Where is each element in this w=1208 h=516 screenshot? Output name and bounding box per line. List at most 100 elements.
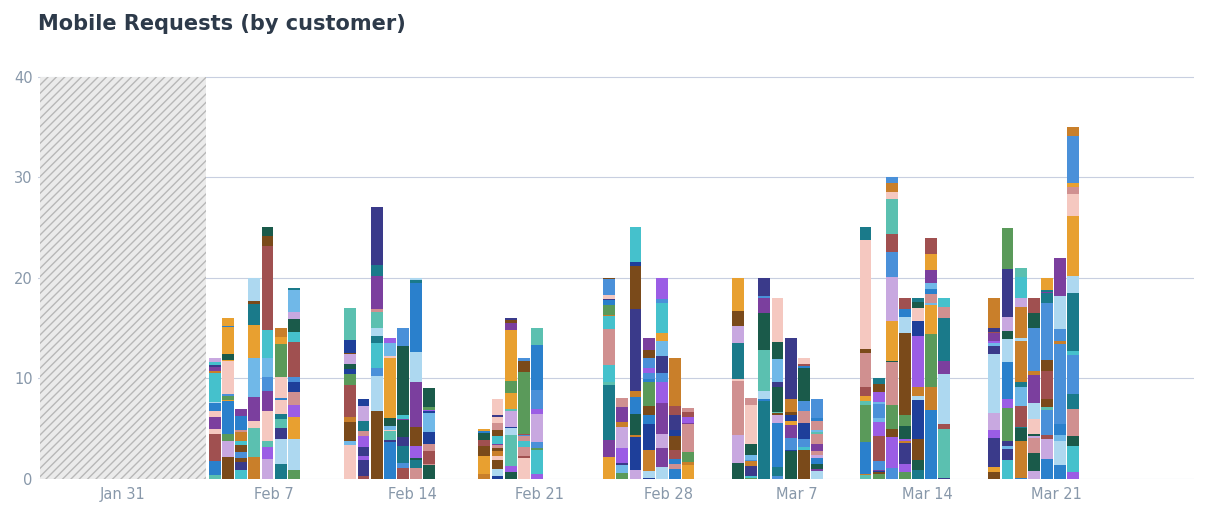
Bar: [236, 462, 248, 470]
Bar: [860, 349, 871, 353]
Bar: [518, 358, 530, 361]
Bar: [797, 401, 809, 411]
Bar: [772, 423, 783, 467]
Bar: [478, 444, 490, 446]
Bar: [860, 304, 871, 349]
Bar: [478, 431, 490, 433]
Bar: [478, 446, 490, 457]
Bar: [344, 445, 356, 479]
Bar: [397, 415, 408, 418]
Bar: [222, 396, 234, 400]
Bar: [518, 361, 530, 372]
Bar: [371, 276, 383, 309]
Bar: [492, 436, 504, 444]
Bar: [274, 344, 286, 377]
Bar: [288, 459, 300, 470]
Bar: [1015, 277, 1027, 298]
Bar: [785, 415, 796, 421]
Bar: [505, 427, 517, 428]
Bar: [1055, 345, 1065, 425]
Bar: [532, 345, 542, 391]
Bar: [288, 440, 300, 459]
Bar: [222, 326, 234, 328]
Bar: [236, 452, 248, 458]
Bar: [371, 207, 383, 265]
Bar: [732, 326, 744, 344]
Bar: [732, 278, 744, 311]
Bar: [1028, 436, 1040, 438]
Bar: [811, 422, 823, 430]
Bar: [912, 387, 924, 396]
Bar: [262, 459, 273, 479]
Bar: [656, 303, 668, 333]
Bar: [643, 379, 655, 382]
Bar: [371, 343, 383, 368]
Bar: [492, 445, 504, 448]
Bar: [262, 246, 273, 330]
Bar: [656, 404, 668, 433]
Bar: [772, 342, 783, 343]
Bar: [209, 461, 221, 475]
Bar: [222, 354, 234, 360]
Bar: [988, 430, 1000, 438]
Bar: [912, 320, 924, 336]
Bar: [683, 424, 695, 452]
Bar: [745, 476, 757, 477]
Bar: [1068, 446, 1079, 472]
Bar: [1068, 187, 1079, 194]
Bar: [885, 362, 898, 405]
Bar: [603, 385, 615, 440]
Bar: [925, 289, 937, 294]
Bar: [899, 443, 911, 464]
Bar: [912, 309, 924, 320]
Bar: [603, 305, 615, 315]
Bar: [249, 428, 260, 457]
Bar: [492, 398, 504, 414]
Bar: [899, 310, 911, 317]
Bar: [1041, 293, 1053, 303]
Bar: [872, 472, 884, 474]
Bar: [288, 377, 300, 382]
Bar: [410, 280, 422, 283]
Bar: [872, 474, 884, 479]
Bar: [358, 437, 370, 446]
Bar: [505, 318, 517, 320]
Bar: [732, 311, 744, 326]
Bar: [288, 332, 300, 342]
Bar: [1068, 127, 1079, 136]
Bar: [492, 417, 504, 423]
Bar: [629, 471, 641, 479]
Bar: [1041, 410, 1053, 436]
Bar: [358, 460, 370, 476]
Bar: [492, 423, 504, 430]
Bar: [629, 437, 641, 471]
Bar: [505, 434, 517, 462]
Bar: [1068, 409, 1079, 436]
Bar: [629, 228, 641, 262]
Bar: [1041, 292, 1053, 293]
Bar: [669, 406, 681, 415]
Bar: [669, 469, 681, 479]
Bar: [1041, 278, 1053, 290]
Bar: [872, 384, 884, 392]
Bar: [249, 304, 260, 325]
Bar: [988, 438, 1000, 467]
Bar: [925, 334, 937, 388]
Bar: [1041, 459, 1053, 465]
Bar: [616, 398, 628, 407]
Bar: [1055, 435, 1065, 441]
Bar: [410, 446, 422, 458]
Bar: [643, 373, 655, 379]
Bar: [1041, 290, 1053, 292]
Bar: [358, 421, 370, 431]
Bar: [912, 460, 924, 470]
Bar: [912, 400, 924, 439]
Bar: [209, 407, 221, 411]
Bar: [1028, 402, 1040, 419]
Bar: [797, 366, 809, 368]
Bar: [384, 440, 396, 442]
Bar: [603, 300, 615, 305]
Bar: [683, 412, 695, 417]
Bar: [236, 409, 248, 416]
Bar: [1041, 303, 1053, 361]
